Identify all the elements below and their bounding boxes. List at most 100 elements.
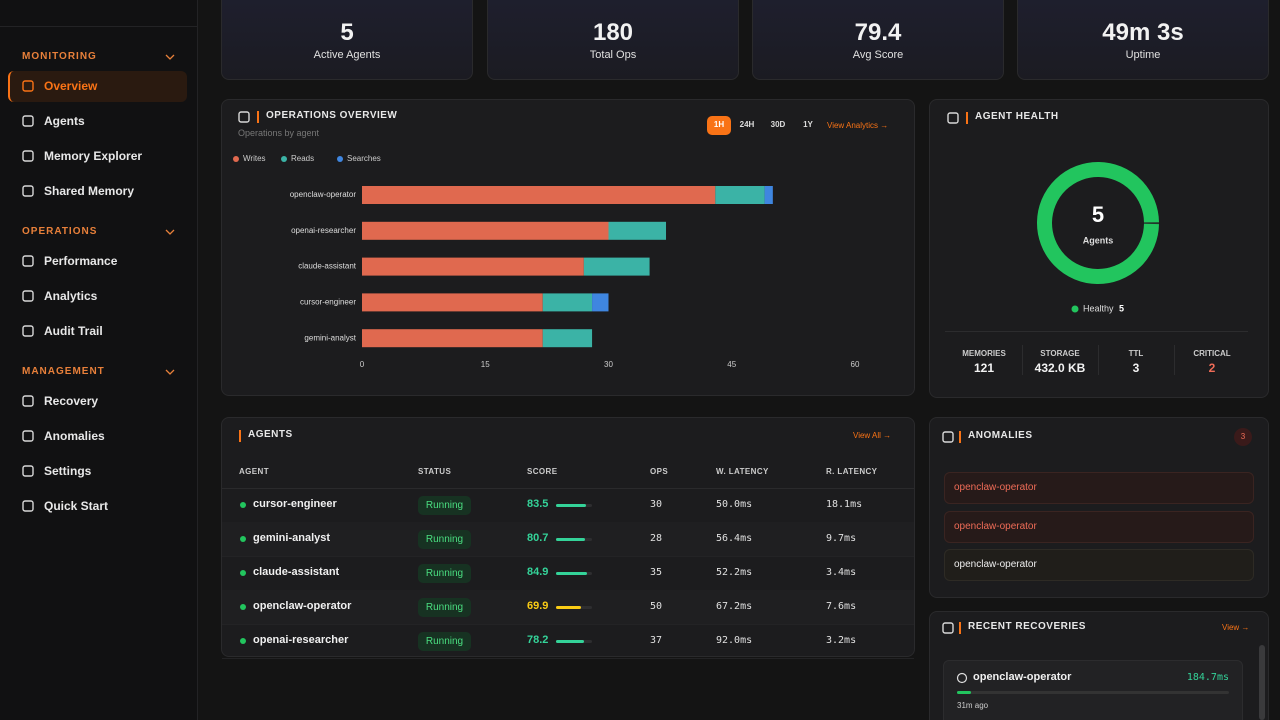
legend-label: Reads [291,154,314,163]
stat-value: 180 [592,19,634,46]
icon [22,395,34,407]
graphic: Writes Reads Searches 0 15 30 45 60 openclaw-ope… [233,154,860,369]
ops: 28 [650,533,663,544]
metric-label: CRITICAL [1193,349,1231,358]
ops: 35 [650,567,663,578]
icon [22,430,34,442]
metric-value: 121 [973,361,995,375]
w-latency: 56.4ms [716,533,753,544]
graphic [22,80,34,92]
bar-segment [592,293,609,312]
range-button[interactable]: 30D [770,120,786,129]
bar-segment [362,329,543,348]
sidebar [0,0,198,720]
nav-item[interactable]: Overview [44,79,98,93]
score-bar [556,504,587,507]
metric-value: 432.0 KB [1034,361,1086,375]
column-header: AGENT [239,467,269,476]
nav-item[interactable]: Anomalies [44,429,105,443]
r-latency: 18.1ms [826,499,863,510]
anomaly-agent: openclaw-operator [954,559,1037,570]
legend-value: 5 [1119,303,1124,313]
x-tick-label: 15 [481,360,490,369]
nav-item[interactable]: Memory Explorer [44,149,143,163]
anomaly-item [944,472,1254,504]
progress-fill [957,691,971,694]
section-title: ANOMALIES [968,430,1033,441]
nav-item[interactable]: Performance [44,254,118,268]
y-tick-label: openai-researcher [291,226,356,235]
legend-label: Searches [347,154,381,163]
column-header: W. LATENCY [716,467,769,476]
graphic [22,465,34,477]
donut-label: Agents [1083,235,1114,245]
divider [222,488,914,489]
stat-card: 79.4 Avg Score [752,0,1004,80]
status-dot [240,604,246,610]
stat-value: 49m 3s [1102,19,1184,46]
recovery-item [943,660,1243,720]
ops: 37 [650,635,663,646]
nav-section: MONITORING [22,51,97,62]
legend-dot [1071,305,1079,313]
ops: 30 [650,499,663,510]
bar-segment [362,257,584,276]
title-accent [239,430,241,442]
nav-item[interactable]: Recovery [44,394,99,408]
graphic [22,430,34,442]
w-latency: 50.0ms [716,499,753,510]
nav-item[interactable]: Agents [44,114,85,128]
recovery-time: 31m ago [957,701,989,710]
graphic [22,290,34,302]
nav-section: MANAGEMENT [22,366,105,377]
graphic [22,255,34,267]
icon [22,185,34,197]
column-header: STATUS [418,467,452,476]
y-tick-label: gemini-analyst [304,333,356,342]
nav-item[interactable]: Shared Memory [44,184,135,198]
scrollbar [1259,645,1265,720]
range-active [707,116,731,135]
bar-segment [542,293,593,312]
link[interactable]: View All → [853,431,892,440]
link[interactable]: View → [1222,623,1250,632]
section-title: OPERATIONS OVERVIEW [266,110,398,121]
legend-swatch [337,156,343,162]
status-pill: Running [418,496,471,515]
anomaly-agent: openclaw-operator [954,482,1037,493]
icon [22,325,34,337]
stat-label: Total Ops [589,49,637,61]
agent-name: gemini-analyst [253,532,331,544]
metric-divider [1022,345,1023,375]
link[interactable]: View Analytics → [827,121,889,130]
range-button[interactable]: 1Y [803,120,813,129]
nav-item[interactable]: Quick Start [44,499,109,513]
score-bar [556,538,586,541]
column-header: SCORE [527,467,558,476]
graphic [238,111,250,123]
health-card [929,99,1269,398]
donut-total: 5 [1092,202,1104,227]
r-latency: 3.2ms [826,635,857,646]
nav-section: OPERATIONS [22,226,98,237]
score: 69.9 [527,600,549,612]
icon [22,80,34,92]
chevron [165,229,175,235]
nav-item[interactable]: Settings [44,464,92,478]
nav-item[interactable]: Analytics [44,289,98,303]
legend-label: Healthy [1083,303,1114,313]
nav-item[interactable]: Audit Trail [44,324,103,338]
icon [22,465,34,477]
stat-card: 5 Active Agents [221,0,473,80]
score: 78.2 [527,634,549,646]
agent-name: openclaw-operator [253,600,352,612]
r-latency: 9.7ms [826,533,857,544]
range-button[interactable]: 1H [713,120,725,129]
icon [22,255,34,267]
legend-swatch [233,156,239,162]
nav-active [8,71,187,102]
anomaly-item [944,511,1254,543]
range-button[interactable]: 24H [739,120,755,129]
x-tick-label: 45 [727,360,736,369]
